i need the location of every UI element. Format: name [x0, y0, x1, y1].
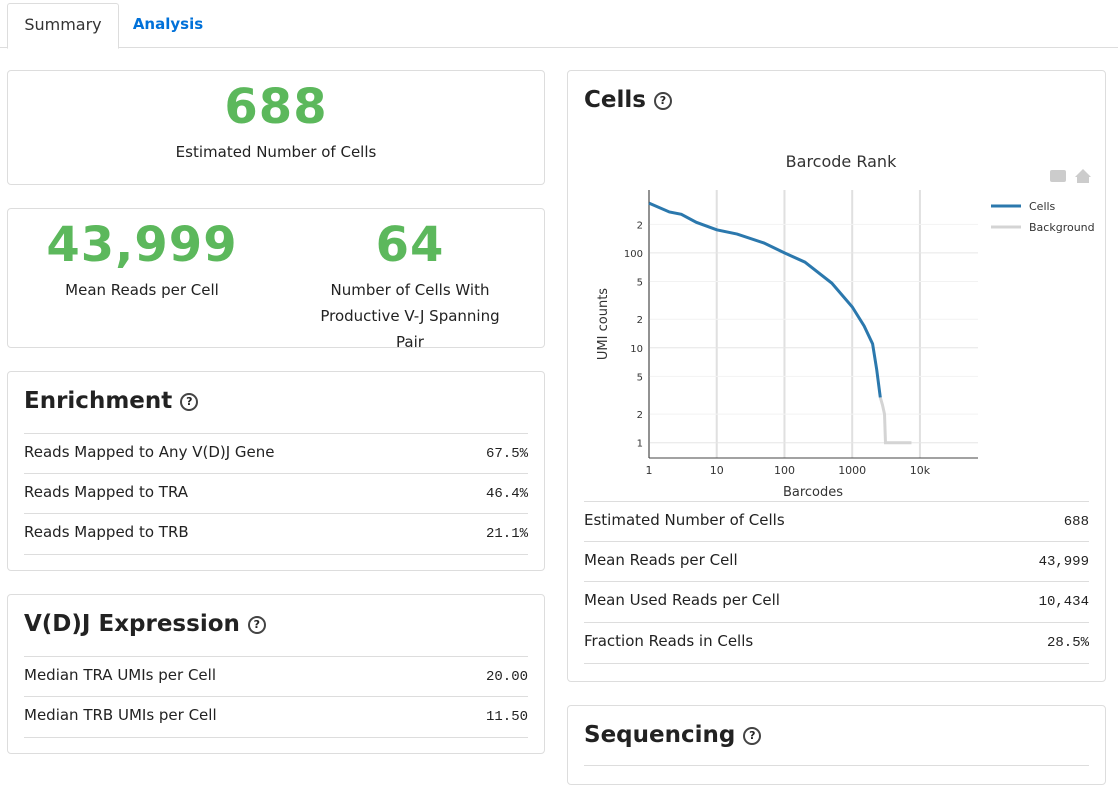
- x-axis-label: Barcodes: [783, 485, 843, 500]
- section-title-text: Enrichment: [24, 388, 173, 414]
- tab[interactable]: Analysis: [132, 15, 204, 33]
- row-value: 20.00: [485, 669, 528, 685]
- tab[interactable]: Summary: [7, 3, 119, 49]
- series-line: [648, 201, 882, 398]
- help-icon[interactable]: ?: [180, 392, 199, 411]
- metric-row: Mean Reads per Cell 43,999: [584, 541, 1089, 582]
- row-value: 10,434: [1038, 594, 1089, 610]
- section-title-text: V(D)J Expression: [24, 611, 240, 637]
- metric-row: Fraction Reads in Cells 28.5%: [584, 622, 1089, 664]
- row-label: Fraction Reads in Cells: [584, 632, 754, 650]
- metric-value: 64: [375, 217, 445, 273]
- metric-row: Mean Used Reads per Cell 10,434: [584, 581, 1089, 622]
- metric-row: Estimated Number of Cells 688: [584, 501, 1089, 542]
- y-tick-label: 5: [637, 372, 643, 383]
- row-label: Reads Mapped to TRB: [24, 523, 189, 541]
- x-tick-label: 100: [774, 464, 795, 477]
- y-tick-label: 10: [630, 344, 643, 355]
- row-value: 21.1%: [485, 526, 528, 542]
- x-tick-label: 1: [646, 464, 653, 477]
- row-label: Median TRA UMIs per Cell: [24, 666, 216, 684]
- section-title: Cells?: [584, 87, 672, 113]
- section-title: V(D)J Expression?: [24, 611, 266, 637]
- row-value: 67.5%: [485, 446, 528, 462]
- row-label: Reads Mapped to TRA: [24, 483, 189, 501]
- hero-label: Estimated Number of Cells: [175, 143, 377, 161]
- section-title-text: Cells: [584, 87, 646, 113]
- camera-icon[interactable]: [1050, 170, 1066, 182]
- y-tick-label: 2: [637, 315, 643, 326]
- metric-label: Number of Cells With Productive V-J Span…: [320, 281, 500, 351]
- chart-title: Barcode Rank: [786, 152, 897, 171]
- row-value: 688: [1063, 514, 1089, 530]
- divider: [584, 765, 1089, 766]
- row-label: Estimated Number of Cells: [584, 511, 785, 529]
- page: { "tabs": ["Summary", "Analysis"], "hero…: [0, 3, 1118, 785]
- enrichment-panel: Enrichment? Reads Mapped to Any V(D)J Ge…: [7, 371, 545, 571]
- row-label: Median TRB UMIs per Cell: [24, 706, 217, 724]
- y-tick-label: 2: [637, 220, 643, 231]
- y-tick-label: 1: [637, 439, 643, 450]
- sequencing-panel: Sequencing?: [567, 705, 1106, 785]
- legend-label: Background: [1029, 221, 1095, 234]
- x-tick-label: 10k: [910, 464, 931, 477]
- row-value: 28.5%: [1046, 635, 1089, 651]
- home-icon[interactable]: [1075, 169, 1091, 183]
- series-line: [878, 397, 912, 445]
- metric-row: Reads Mapped to TRA 46.4%: [24, 473, 528, 514]
- vdj-panel: V(D)J Expression? Median TRA UMIs per Ce…: [7, 594, 545, 754]
- tab-bar-line: [0, 47, 1118, 48]
- section-title: Sequencing?: [584, 722, 762, 748]
- x-tick-label: 1000: [838, 464, 866, 477]
- section-title: Enrichment?: [24, 388, 199, 414]
- x-tick-label: 10: [710, 464, 724, 477]
- help-icon[interactable]: ?: [743, 726, 762, 745]
- row-value: 43,999: [1038, 554, 1089, 570]
- y-tick-label: 5: [637, 277, 643, 288]
- metric-row: Median TRB UMIs per Cell 11.50: [24, 696, 528, 738]
- row-label: Mean Reads per Cell: [584, 551, 738, 569]
- row-value: 11.50: [485, 709, 528, 725]
- hero-value: 688: [224, 79, 328, 135]
- help-icon[interactable]: ?: [247, 615, 266, 634]
- metric-label: Mean Reads per Cell: [65, 281, 219, 299]
- metric-row: Reads Mapped to TRB 21.1%: [24, 513, 528, 555]
- y-axis-label: UMI counts: [596, 288, 611, 360]
- help-icon[interactable]: ?: [653, 91, 672, 110]
- y-tick-label: 100: [624, 249, 643, 260]
- section-title-text: Sequencing: [584, 722, 736, 748]
- metric-row: Median TRA UMIs per Cell 20.00: [24, 656, 528, 697]
- y-tick-label: 2: [637, 410, 643, 421]
- barcode-rank-chart: Barcode Rank Barcodes UMI counts 1 10 100 1…: [596, 152, 1095, 500]
- hero-panel: 688 Estimated Number of Cells: [7, 70, 545, 185]
- row-value: 46.4%: [485, 486, 528, 502]
- modebar: [1050, 169, 1091, 183]
- metric-value: 43,999: [46, 217, 238, 273]
- row-label: Reads Mapped to Any V(D)J Gene: [24, 443, 275, 461]
- metrics-panel: 43,999 Mean Reads per Cell 64 Number of …: [7, 208, 545, 351]
- legend-label: Cells: [1029, 200, 1056, 213]
- metric-row: Reads Mapped to Any V(D)J Gene 67.5%: [24, 433, 528, 474]
- row-label: Mean Used Reads per Cell: [584, 591, 780, 609]
